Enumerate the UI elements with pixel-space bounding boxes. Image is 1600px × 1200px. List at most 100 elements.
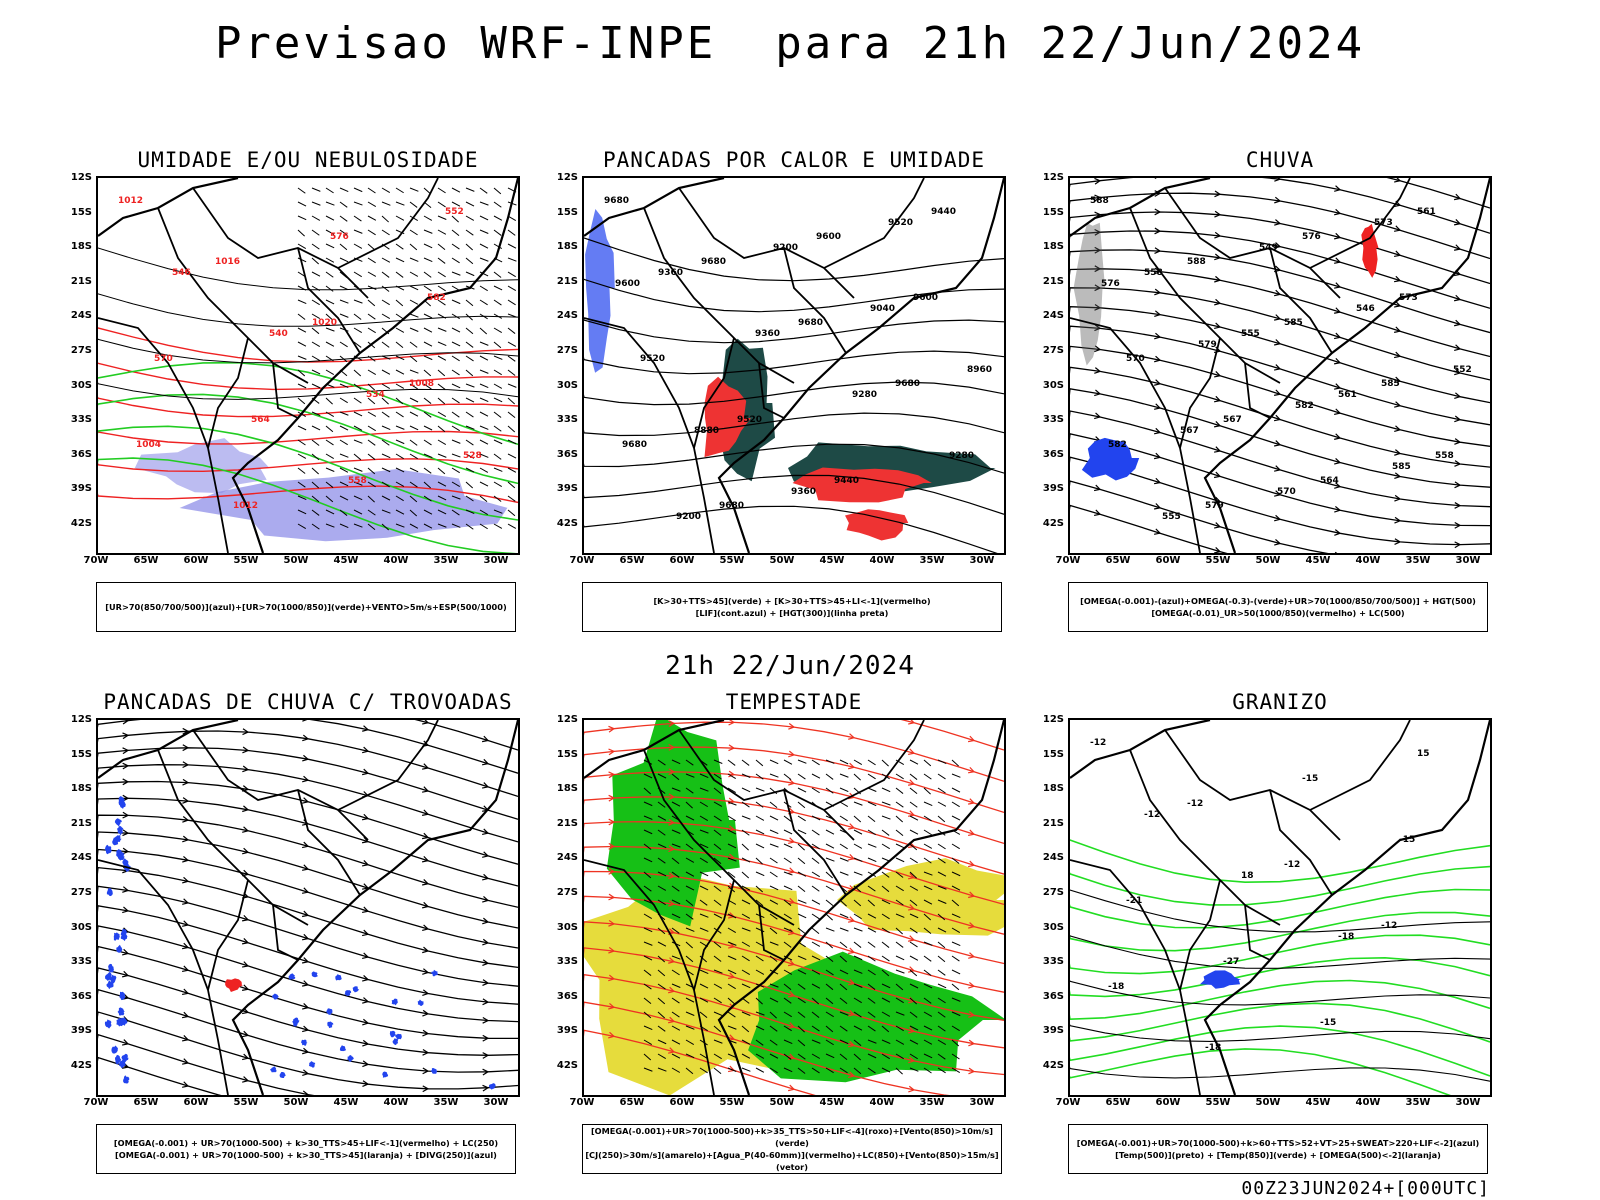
streamline-arrow [302, 1003, 310, 1010]
wind-vector [769, 815, 779, 821]
wind-vector [297, 369, 306, 377]
wind-vector [727, 1025, 737, 1030]
wind-vector [657, 969, 666, 977]
wind-vector [783, 997, 792, 1004]
wind-vector [409, 467, 419, 473]
streamline-arrow [1154, 355, 1162, 363]
wind-vector [451, 187, 461, 193]
wind-vector [493, 509, 503, 514]
streamline-arrow [668, 793, 676, 801]
wind-vector [479, 327, 488, 335]
country-border [1244, 904, 1271, 961]
lon-tick: 50W [769, 1097, 795, 1108]
streamline [584, 771, 1004, 845]
wind-vector [951, 871, 961, 877]
contour-line [98, 338, 518, 364]
contour-line [584, 474, 1004, 515]
wind-vector [741, 801, 750, 808]
divergence-spot [311, 971, 318, 978]
streamline-arrow [482, 1068, 490, 1076]
lon-tick: 30W [483, 555, 509, 566]
lif-contour [585, 209, 615, 373]
streamline-arrow [302, 734, 310, 742]
wind-vector [465, 523, 474, 530]
wind-vector [699, 773, 709, 779]
wind-vector [339, 243, 348, 251]
wind-vector [367, 439, 376, 446]
wind-vector [951, 885, 961, 891]
wind-vector [727, 955, 737, 961]
wind-vector [909, 955, 919, 961]
wind-vector [727, 801, 737, 806]
streamline-arrow [1214, 522, 1222, 529]
wind-vector [881, 815, 891, 820]
legend-line: [OMEGA(-0.001) + UR>70(1000-500) + k>30_… [113, 1138, 499, 1148]
wind-vector [657, 1011, 666, 1019]
wind-vector [643, 969, 652, 976]
wind-vector [507, 369, 516, 376]
wind-vector [951, 955, 960, 962]
wind-vector [465, 187, 475, 192]
wind-vector [465, 383, 475, 388]
contour-label: 570 [1126, 354, 1145, 364]
streamline-arrow [421, 832, 430, 840]
wind-vector [367, 327, 376, 334]
wind-vector [951, 1053, 960, 1060]
legend-line: [OMEGA(-0.001)+UR>70(1000-500)+k>60+TTS>… [1076, 1138, 1480, 1148]
streamline-arrow [908, 748, 916, 756]
streamline-arrow [908, 1026, 916, 1034]
wind-vector [353, 369, 362, 377]
contour-label: 9440 [931, 207, 956, 217]
lat-tick: 39S [556, 483, 578, 495]
wind-vector [909, 843, 918, 851]
contour-label: 558 [348, 476, 367, 486]
wind-vector [755, 997, 763, 1005]
streamline-arrow [422, 1009, 430, 1017]
lat-tick: 36S [1042, 990, 1064, 1002]
wind-vector [465, 257, 474, 265]
wind-vector [479, 229, 489, 234]
divergence-spot [347, 1055, 354, 1062]
wind-vector [423, 271, 432, 278]
streamline-arrow [1334, 408, 1342, 415]
streamline-arrow [1154, 379, 1162, 386]
wind-vector [867, 815, 876, 822]
streamline-arrow [362, 906, 370, 914]
streamline-arrow [362, 1018, 370, 1026]
contour-line [98, 382, 518, 400]
contour-label: -15 [1302, 774, 1318, 784]
country-border [192, 729, 369, 841]
lon-tick: 45W [333, 555, 359, 566]
streamline-arrow [787, 990, 796, 998]
wind-vector [409, 187, 419, 192]
wind-vector [423, 257, 433, 262]
wind-vector [643, 773, 653, 779]
streamline [414, 720, 518, 751]
wind-vector [783, 1053, 792, 1060]
wind-vector [339, 229, 348, 236]
streamline-arrow [1274, 440, 1282, 447]
rain-fill [1081, 437, 1140, 481]
coastline [1070, 720, 1490, 1095]
wind-vector [769, 1039, 778, 1046]
streamline [98, 848, 518, 949]
wind-vector [437, 201, 446, 208]
streamline [1386, 178, 1490, 209]
wind-vector [923, 857, 932, 864]
wind-vector [839, 969, 849, 975]
wind-vector [493, 411, 502, 418]
wind-vector [853, 1053, 862, 1061]
lat-tick: 39S [1042, 483, 1064, 495]
wind-vector [797, 983, 806, 990]
wind-vector [311, 509, 320, 516]
wind-vector [451, 467, 460, 474]
country-border [823, 178, 925, 269]
streamline-arrow [1454, 319, 1462, 327]
wind-vector [811, 955, 821, 961]
streamline-arrow [1274, 539, 1282, 546]
streamline-arrow [1334, 257, 1342, 264]
wind-vector [409, 439, 418, 446]
contour-line [584, 350, 1004, 375]
contour-label: 555 [1162, 512, 1181, 522]
wind-vector [811, 913, 820, 920]
